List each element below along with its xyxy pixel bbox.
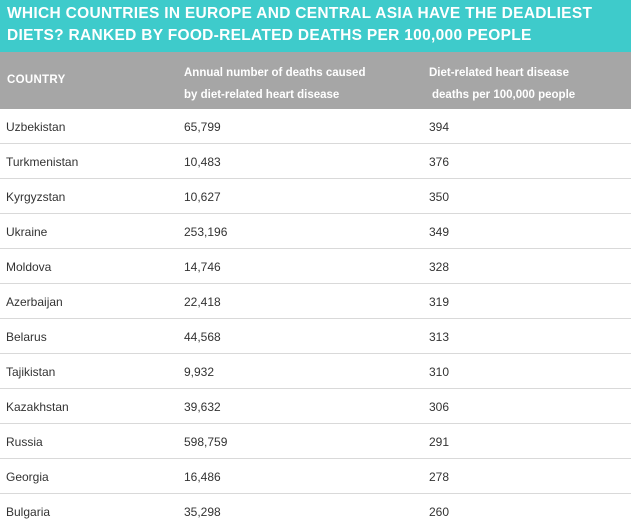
cell-deaths-per-100k: 260 [429,505,450,519]
cell-annual-deaths: 35,298 [184,505,221,519]
table-row: Belarus 44,568 313 [0,319,631,354]
cell-deaths-per-100k: 278 [429,470,450,484]
table-row: Moldova 14,746 328 [0,249,631,284]
table-row: Azerbaijan 22,418 319 [0,284,631,319]
cell-country: Russia [6,435,43,449]
cell-deaths-per-100k: 349 [429,225,450,239]
column-header-deaths-per-100k-line-2: deaths per 100,000 people [432,89,576,101]
column-header-annual-deaths-line-1: Annual number of deaths caused [184,67,366,79]
table-title-line-2: DIETS? RANKED BY FOOD-RELATED DEATHS PER… [7,27,532,44]
cell-deaths-per-100k: 394 [429,120,450,134]
cell-country: Ukraine [6,225,48,239]
table-row: Russia 598,759 291 [0,424,631,459]
cell-country: Tajikistan [6,365,56,379]
cell-annual-deaths: 9,932 [184,365,215,379]
cell-deaths-per-100k: 328 [429,260,450,274]
cell-annual-deaths: 39,632 [184,400,221,414]
column-header-deaths-per-100k: Diet-related heart disease deaths per 10… [429,62,575,106]
cell-country: Kazakhstan [6,400,69,414]
table-row: Turkmenistan 10,483 376 [0,144,631,179]
cell-country: Uzbekistan [6,120,66,134]
column-header-deaths-per-100k-line-1: Diet-related heart disease [429,67,569,79]
table-row: Tajikistan 9,932 310 [0,354,631,389]
cell-country: Moldova [6,260,52,274]
table-row: Ukraine 253,196 349 [0,214,631,249]
cell-deaths-per-100k: 319 [429,295,450,309]
table-row: Kyrgyzstan 10,627 350 [0,179,631,214]
column-header-annual-deaths: Annual number of deaths caused by diet-r… [184,62,365,106]
cell-annual-deaths: 253,196 [184,225,228,239]
table-header: COUNTRY Annual number of deaths caused b… [0,52,631,109]
cell-annual-deaths: 22,418 [184,295,221,309]
table-row: Uzbekistan 65,799 394 [0,109,631,144]
cell-country: Turkmenistan [6,155,79,169]
cell-annual-deaths: 10,483 [184,155,221,169]
table-row: Georgia 16,486 278 [0,459,631,494]
table-row: Kazakhstan 39,632 306 [0,389,631,424]
cell-country: Bulgaria [6,505,51,519]
table-row: Bulgaria 35,298 260 [0,494,631,528]
cell-country: Azerbaijan [6,295,63,309]
cell-deaths-per-100k: 350 [429,190,450,204]
cell-deaths-per-100k: 306 [429,400,450,414]
cell-annual-deaths: 598,759 [184,435,228,449]
cell-country: Georgia [6,470,49,484]
cell-deaths-per-100k: 291 [429,435,450,449]
cell-country: Kyrgyzstan [6,190,66,204]
cell-country: Belarus [6,330,47,344]
table-body: Uzbekistan 65,799 394 Turkmenistan 10,483 376… [0,109,631,528]
cell-annual-deaths: 14,746 [184,260,221,274]
cell-annual-deaths: 10,627 [184,190,221,204]
cell-annual-deaths: 16,486 [184,470,221,484]
table-title: WHICH COUNTRIES IN EUROPE AND CENTRAL AS… [0,0,631,52]
column-header-country: COUNTRY [7,74,66,86]
cell-annual-deaths: 44,568 [184,330,221,344]
cell-annual-deaths: 65,799 [184,120,221,134]
cell-deaths-per-100k: 310 [429,365,450,379]
column-header-annual-deaths-line-2: by diet-related heart disease [184,89,340,101]
cell-deaths-per-100k: 376 [429,155,450,169]
table-title-line-1: WHICH COUNTRIES IN EUROPE AND CENTRAL AS… [7,5,593,22]
cell-deaths-per-100k: 313 [429,330,450,344]
